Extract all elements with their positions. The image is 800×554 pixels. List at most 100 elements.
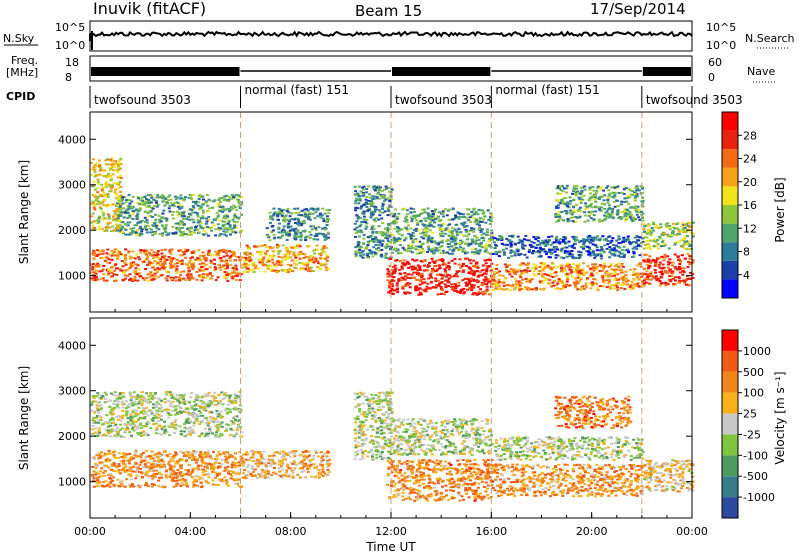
range-cell bbox=[429, 240, 433, 243]
colorbar-tick-label: 28 bbox=[743, 129, 757, 142]
range-cell bbox=[373, 207, 377, 210]
range-cell bbox=[133, 275, 137, 278]
range-cell bbox=[550, 262, 554, 265]
range-cell bbox=[279, 264, 283, 267]
range-cell bbox=[183, 218, 187, 220]
range-cell bbox=[119, 194, 123, 197]
range-cell bbox=[156, 194, 160, 196]
range-cell bbox=[667, 269, 671, 272]
range-cell bbox=[459, 290, 463, 293]
range-cell bbox=[618, 251, 621, 253]
range-cell bbox=[476, 252, 480, 255]
range-cell bbox=[618, 237, 622, 240]
range-cell bbox=[615, 279, 619, 282]
range-cell bbox=[139, 225, 143, 228]
range-cell bbox=[394, 208, 397, 211]
range-cell bbox=[204, 257, 208, 260]
range-cell bbox=[586, 238, 590, 241]
range-cell bbox=[125, 224, 129, 227]
range-cell bbox=[139, 456, 143, 459]
range-cell bbox=[679, 260, 683, 263]
range-cell bbox=[392, 276, 396, 278]
range-cell bbox=[568, 202, 572, 205]
range-cell bbox=[365, 245, 369, 248]
range-cell bbox=[656, 243, 660, 246]
range-cell bbox=[380, 194, 384, 197]
range-cell bbox=[421, 288, 425, 291]
range-cell bbox=[298, 257, 302, 260]
range-cell bbox=[211, 254, 215, 257]
range-cell bbox=[477, 239, 481, 241]
colorbar-tick-label: 12 bbox=[743, 222, 757, 235]
range-cell bbox=[409, 250, 413, 253]
range-cell bbox=[423, 259, 427, 261]
range-cell bbox=[666, 233, 670, 236]
range-cell bbox=[616, 283, 620, 286]
range-cell bbox=[200, 274, 204, 277]
range-cell bbox=[563, 249, 567, 252]
range-cell bbox=[610, 252, 613, 255]
range-cell bbox=[689, 221, 693, 224]
range-cell bbox=[390, 188, 394, 191]
range-cell bbox=[608, 214, 612, 217]
range-cell bbox=[537, 255, 541, 258]
range-cell bbox=[360, 221, 364, 223]
range-cell bbox=[381, 234, 385, 236]
range-cell bbox=[372, 218, 376, 221]
range-cell bbox=[370, 212, 373, 215]
range-cell bbox=[431, 231, 435, 234]
range-cell bbox=[642, 247, 646, 250]
range-cell bbox=[646, 258, 650, 261]
range-cell bbox=[233, 206, 237, 209]
range-cell bbox=[359, 251, 363, 254]
range-cell bbox=[634, 241, 638, 243]
range-cell bbox=[105, 163, 109, 166]
range-cell bbox=[155, 205, 159, 208]
range-cell bbox=[390, 268, 394, 271]
range-cell bbox=[374, 243, 378, 246]
range-cell bbox=[518, 238, 522, 241]
range-cell bbox=[556, 206, 560, 209]
range-cell bbox=[202, 233, 206, 236]
range-cell bbox=[225, 481, 229, 484]
range-cell bbox=[613, 249, 617, 252]
range-cell bbox=[508, 240, 512, 243]
range-cell bbox=[688, 226, 692, 229]
range-cell bbox=[561, 240, 565, 243]
range-cell bbox=[446, 238, 450, 241]
range-cell bbox=[154, 230, 157, 233]
colorbar-tick-label: 16 bbox=[743, 199, 757, 212]
range-cell bbox=[426, 282, 430, 285]
range-cell bbox=[606, 201, 610, 204]
range-cell bbox=[144, 199, 148, 202]
range-cell bbox=[540, 263, 544, 266]
range-cell bbox=[568, 284, 572, 287]
range-cell bbox=[147, 475, 151, 478]
range-cell bbox=[155, 261, 159, 263]
range-cell bbox=[148, 194, 152, 196]
range-cell bbox=[406, 277, 410, 279]
range-cell bbox=[139, 208, 143, 211]
range-cell bbox=[455, 230, 459, 233]
range-cell bbox=[104, 485, 108, 488]
range-cell bbox=[683, 257, 687, 260]
range-cell bbox=[572, 216, 576, 219]
range-cell bbox=[252, 261, 256, 264]
range-cell bbox=[416, 288, 420, 291]
range-cell bbox=[232, 252, 236, 255]
range-cell bbox=[182, 253, 186, 256]
range-cell bbox=[138, 258, 142, 261]
range-cell bbox=[370, 239, 374, 242]
range-cell bbox=[582, 287, 586, 290]
range-cell bbox=[549, 266, 553, 269]
range-cell bbox=[234, 264, 238, 267]
range-cell bbox=[668, 261, 672, 264]
range-cell bbox=[623, 213, 627, 216]
range-cell bbox=[206, 226, 210, 228]
range-cell bbox=[116, 171, 120, 174]
range-cell bbox=[202, 254, 205, 257]
range-cell bbox=[386, 237, 390, 240]
range-cell bbox=[128, 199, 132, 202]
range-cell bbox=[581, 198, 585, 201]
